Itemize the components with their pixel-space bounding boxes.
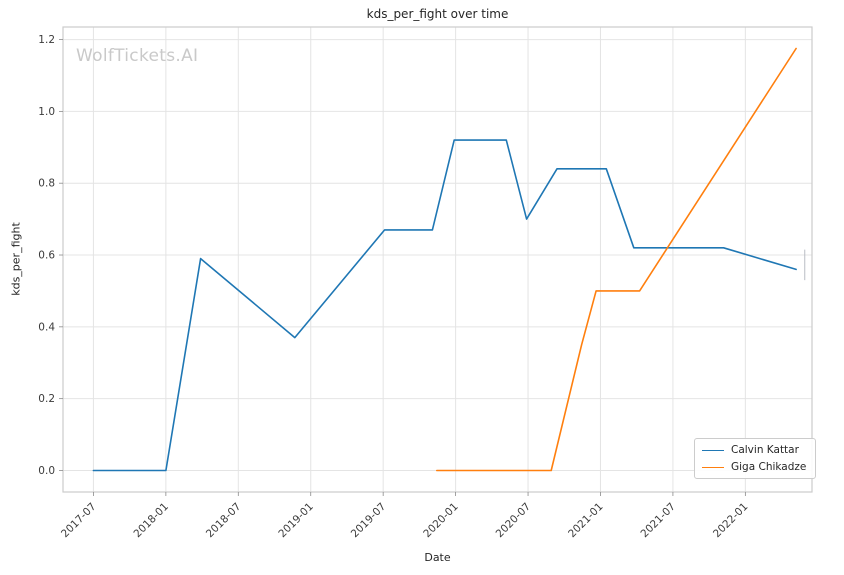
watermark-text: WolfTickets.AI	[76, 46, 199, 66]
svg-text:2021-01: 2021-01	[566, 501, 606, 541]
svg-text:2018-01: 2018-01	[131, 501, 171, 541]
svg-text:2019-01: 2019-01	[276, 501, 316, 541]
svg-text:2017-07: 2017-07	[59, 501, 99, 541]
svg-text:2020-01: 2020-01	[421, 501, 461, 541]
svg-text:2022-01: 2022-01	[711, 501, 751, 541]
legend-item-giga-chikadze: Giga Chikadze	[702, 461, 806, 473]
svg-text:2018-07: 2018-07	[204, 501, 244, 541]
svg-text:2021-07: 2021-07	[639, 501, 679, 541]
x-axis-label: Date	[424, 551, 451, 564]
svg-text:2019-07: 2019-07	[349, 501, 389, 541]
svg-text:0.6: 0.6	[38, 250, 55, 262]
svg-text:1.2: 1.2	[38, 34, 55, 46]
legend-label: Calvin Kattar	[731, 444, 799, 456]
svg-text:0.0: 0.0	[38, 465, 55, 477]
legend-line-swatch	[702, 466, 724, 468]
svg-text:0.8: 0.8	[38, 178, 55, 190]
y-axis-label: kds_per_fight	[9, 222, 23, 296]
svg-text:0.4: 0.4	[38, 321, 55, 333]
legend: Calvin Kattar Giga Chikadze	[694, 438, 817, 479]
legend-item-calvin-kattar: Calvin Kattar	[702, 444, 806, 456]
legend-label: Giga Chikadze	[731, 461, 807, 473]
svg-text:1.0: 1.0	[38, 106, 55, 118]
svg-text:0.2: 0.2	[38, 393, 55, 405]
svg-text:2020-07: 2020-07	[494, 501, 534, 541]
legend-line-swatch	[702, 449, 724, 451]
chart-title: kds_per_fight over time	[366, 7, 509, 21]
